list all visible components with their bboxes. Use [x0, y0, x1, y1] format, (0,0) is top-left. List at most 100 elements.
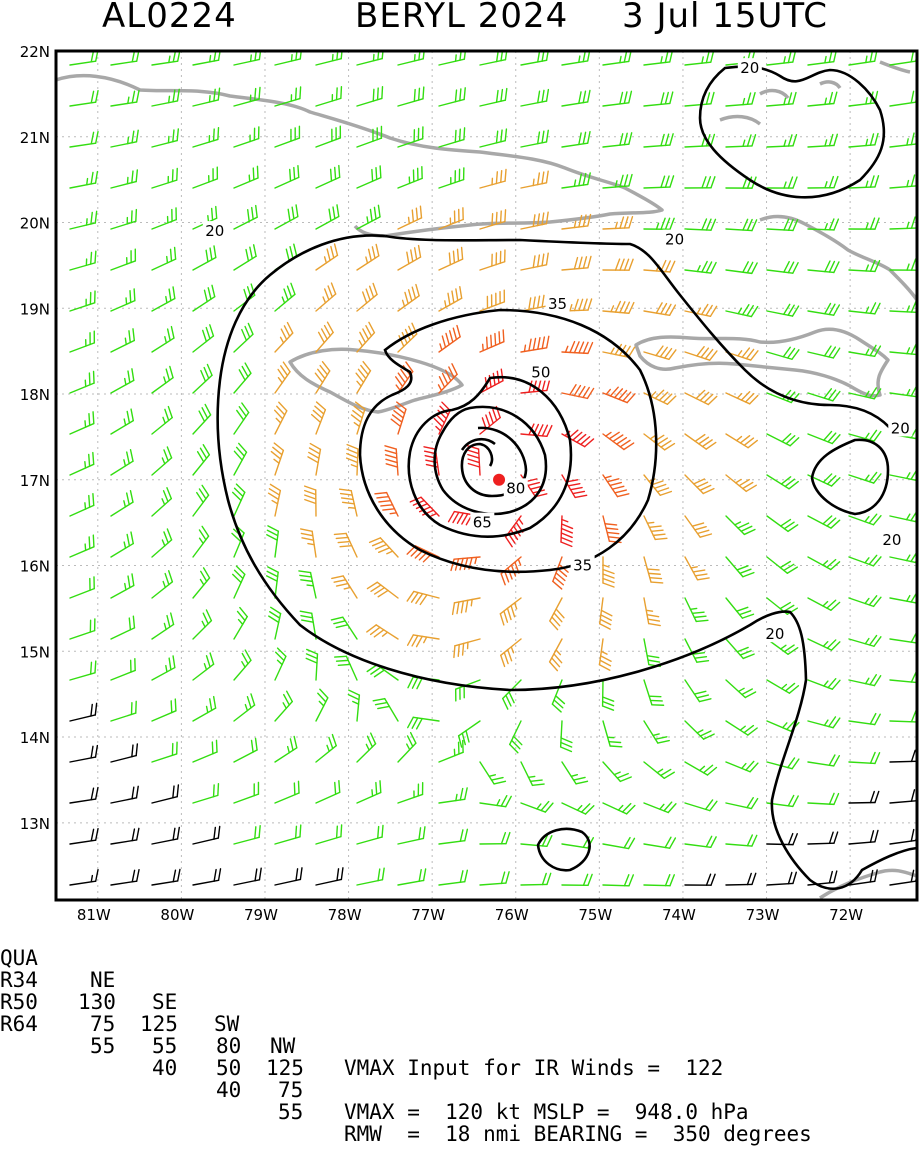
wind-barb — [808, 389, 840, 401]
wind-barb — [890, 552, 919, 563]
r64-label: R64 — [0, 1013, 38, 1035]
wind-barb — [70, 788, 98, 803]
wind-barb — [603, 557, 614, 587]
wind-barbs — [70, 47, 919, 886]
quadrant-header-row: QUA NE SE SW NW VMAX Input for IR Winds … — [0, 925, 51, 947]
wind-barb — [193, 653, 214, 680]
wind-barb — [767, 93, 796, 106]
wind-barb — [808, 134, 837, 147]
wind-barb — [726, 598, 753, 618]
wind-barb — [152, 785, 178, 803]
wind-barb — [890, 343, 919, 354]
wind-barb — [459, 721, 480, 747]
lat-label: 16N — [20, 558, 50, 576]
wind-barb — [111, 828, 139, 844]
wind-barb — [70, 211, 97, 229]
wind-barb — [234, 323, 253, 352]
wind-barb — [193, 826, 220, 844]
wind-barb — [849, 752, 880, 763]
wind-barb — [439, 247, 463, 270]
wind-barb — [193, 526, 209, 557]
wind-barb — [70, 703, 97, 721]
contour-label: 50 — [531, 364, 550, 382]
wind-barb — [521, 802, 553, 812]
wind-barb — [275, 691, 292, 721]
wind-barb — [767, 434, 799, 446]
wind-barb — [521, 90, 548, 106]
wind-barb — [152, 488, 171, 516]
wind-barb — [152, 571, 172, 598]
wind-barb — [111, 659, 135, 680]
wind-barb — [316, 205, 339, 229]
wind-barb — [767, 347, 799, 359]
r34-se: 125 — [140, 1013, 178, 1035]
wind-barb — [316, 244, 337, 270]
wind-barb — [357, 244, 379, 270]
r50-sw: 50 — [216, 1057, 241, 1079]
r34-row: R34 130 125 80 125 — [0, 947, 51, 969]
wind-barb — [70, 829, 98, 844]
lat-label: 14N — [20, 729, 50, 747]
contour-label: 20 — [891, 419, 910, 437]
coast-cuba — [56, 76, 662, 236]
r64-ne: 55 — [90, 1035, 115, 1057]
wind-barb — [849, 260, 880, 271]
wind-barb — [456, 680, 480, 701]
wind-barb — [644, 50, 672, 65]
wind-barb — [439, 128, 465, 147]
wind-barb — [767, 680, 798, 693]
wind-barb — [521, 253, 548, 270]
wind-barb — [111, 329, 134, 352]
r34-nw: 125 — [266, 1057, 304, 1079]
wind-barb — [193, 325, 213, 352]
wind-barb — [849, 830, 878, 844]
contour-label: 35 — [573, 557, 592, 575]
wind-barb — [316, 166, 340, 188]
wind-barb — [152, 247, 176, 270]
wind-barb — [271, 443, 283, 475]
wind-barb — [603, 803, 635, 814]
wind-barb — [521, 762, 544, 785]
wind-barb — [808, 598, 840, 610]
wind-barb — [685, 680, 711, 702]
wind-barb — [275, 166, 299, 188]
wind-barb — [808, 304, 839, 316]
wind-barb — [233, 484, 245, 516]
wind-barb — [849, 636, 881, 647]
wind-barb — [603, 721, 622, 747]
wind-barb — [152, 699, 176, 721]
wind-barb — [890, 386, 919, 397]
wind-barb — [726, 434, 757, 448]
vmax-input-text: VMAX Input for IR Winds = 122 — [344, 1057, 723, 1079]
wind-barb — [726, 305, 758, 317]
wind-barb — [890, 91, 918, 106]
wind-barb — [357, 733, 376, 762]
wind-barb — [111, 91, 139, 106]
wind-barb — [111, 574, 134, 598]
wind-barb — [193, 167, 217, 188]
wind-barb — [603, 91, 631, 106]
wind-barb — [152, 287, 175, 311]
wind-barb — [553, 557, 568, 589]
wind-barb — [726, 262, 757, 274]
wind-barb — [234, 738, 257, 762]
contour-label: 20 — [740, 59, 759, 77]
lat-label: 17N — [20, 472, 50, 490]
wind-barb — [890, 301, 919, 312]
wind-barb — [70, 619, 95, 639]
wind-barb — [334, 533, 357, 557]
wind-barb — [644, 92, 673, 106]
wind-barb — [367, 582, 398, 598]
wind-barb — [603, 387, 635, 402]
wind-barb — [562, 90, 590, 106]
wind-barb — [439, 168, 464, 188]
rmw-bearing-text: RMW = 18 nmi BEARING = 350 degrees — [344, 1123, 812, 1145]
wind-barb — [480, 762, 505, 784]
wind-barb — [603, 432, 634, 449]
wind-barb — [275, 323, 293, 352]
wind-barb — [357, 166, 381, 188]
wind-barb — [70, 577, 94, 598]
r64-row: R64 55 40 40 55 RMW = 18 nmi BEARING = 3… — [0, 991, 51, 1013]
wind-barb — [70, 331, 94, 352]
lat-label: 20N — [20, 215, 50, 233]
